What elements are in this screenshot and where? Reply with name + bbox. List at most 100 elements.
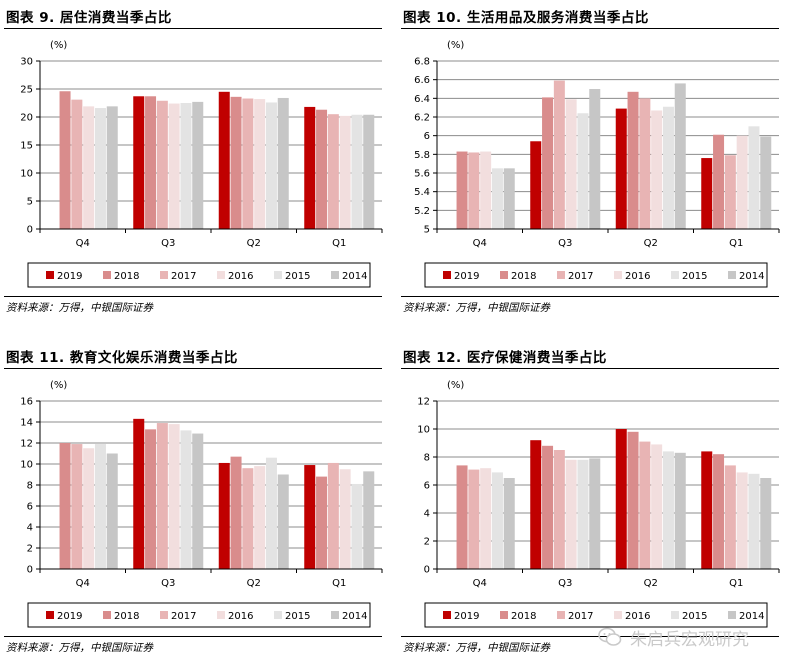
bar-2016-q1 bbox=[339, 115, 351, 229]
legend-label-2015: 2015 bbox=[682, 611, 707, 622]
bar-2017-q4 bbox=[71, 99, 83, 229]
bar-2014-q1 bbox=[760, 478, 772, 569]
y-tick-label: 6 bbox=[424, 481, 430, 492]
legend-box bbox=[424, 262, 768, 288]
bar-2014-q1 bbox=[363, 114, 375, 229]
legend-swatch-2018 bbox=[500, 271, 508, 279]
legend-swatch-2016 bbox=[614, 271, 622, 279]
y-tick-label: 4 bbox=[27, 523, 33, 534]
bar-2014-q2 bbox=[674, 83, 686, 230]
bar-2019-q2 bbox=[218, 91, 230, 229]
bar-2017-q2 bbox=[639, 441, 651, 569]
bar-2018-q2 bbox=[230, 456, 242, 569]
bar-2017-q4 bbox=[468, 152, 480, 229]
x-tick-label: Q1 bbox=[332, 578, 346, 589]
bar-2019-q3 bbox=[530, 141, 542, 229]
legend-label-2017: 2017 bbox=[568, 611, 593, 622]
legend-label-2018: 2018 bbox=[114, 271, 139, 282]
bar-2015-q4 bbox=[94, 108, 106, 229]
bar-2016-q4 bbox=[83, 106, 95, 229]
bar-2019-q1 bbox=[701, 451, 713, 569]
legend-swatch-2017 bbox=[557, 271, 565, 279]
bar-2016-q4 bbox=[83, 448, 95, 569]
y-tick-label: 4 bbox=[424, 509, 430, 520]
bar-2016-q2 bbox=[254, 466, 266, 569]
bar-2015-q2 bbox=[662, 451, 674, 569]
y-unit-label: (%) bbox=[50, 40, 67, 51]
legend-swatch-2019 bbox=[46, 611, 54, 619]
legend-label-2017: 2017 bbox=[171, 271, 196, 282]
legend-swatch-2018 bbox=[103, 611, 111, 619]
legend-label-2014: 2014 bbox=[342, 611, 367, 622]
y-unit-label: (%) bbox=[447, 40, 464, 51]
bar-2017-q2 bbox=[639, 98, 651, 229]
watermark-text: 朱启兵宏观研究 bbox=[630, 629, 749, 650]
bar-2015-q2 bbox=[662, 106, 674, 229]
bar-2014-q1 bbox=[363, 471, 375, 569]
bar-2019-q1 bbox=[304, 106, 316, 229]
legend-swatch-2014 bbox=[331, 611, 339, 619]
bar-2016-q1 bbox=[736, 135, 748, 229]
legend-label-2018: 2018 bbox=[114, 611, 139, 622]
bar-2019-q3 bbox=[530, 440, 542, 569]
chart-panel-12: 图表 12. 医疗保健消费当季占比 (%) 0 2 4 6 8 10 12 Q4 Q3 Q2 Q1 20… bbox=[397, 340, 783, 660]
y-tick-label: 6.8 bbox=[414, 57, 430, 68]
bar-chart-housing: (%) 0 5 10 15 20 25 30 Q4 Q3 Q2 Q1 2019 2018 2017 2016 2… bbox=[20, 40, 383, 288]
legend-swatch-2018 bbox=[500, 611, 508, 619]
y-unit-label: (%) bbox=[50, 380, 67, 391]
y-unit-label: (%) bbox=[447, 380, 464, 391]
bar-2014-q3 bbox=[192, 101, 204, 229]
bar-2014-q4 bbox=[503, 168, 515, 229]
bar-2018-q1 bbox=[316, 476, 328, 569]
chart-title: 图表 9. 居住消费当季占比 bbox=[6, 10, 172, 26]
bar-2015-q3 bbox=[577, 459, 589, 569]
bar-2019-q3 bbox=[133, 418, 145, 569]
y-tick-label: 5 bbox=[27, 197, 33, 208]
bar-2016-q1 bbox=[736, 472, 748, 569]
legend-swatch-2015 bbox=[274, 271, 282, 279]
legend-label-2017: 2017 bbox=[171, 611, 196, 622]
y-tick-label: 5.8 bbox=[414, 150, 430, 161]
bar-2016-q3 bbox=[168, 103, 180, 229]
legend-label-2015: 2015 bbox=[682, 271, 707, 282]
bar-2017-q2 bbox=[242, 98, 254, 230]
legend-box bbox=[424, 602, 768, 628]
legend-label-2016: 2016 bbox=[625, 271, 650, 282]
y-tick-label: 0 bbox=[27, 565, 33, 576]
legend-label-2016: 2016 bbox=[228, 271, 253, 282]
source-rule bbox=[4, 296, 382, 297]
bar-2017-q2 bbox=[242, 468, 254, 569]
bar-2019-q1 bbox=[701, 158, 713, 229]
legend-swatch-2019 bbox=[46, 271, 54, 279]
bar-2015-q4 bbox=[94, 444, 106, 569]
bar-2017-q3 bbox=[156, 423, 168, 569]
x-tick-label: Q1 bbox=[729, 238, 743, 249]
bar-2019-q3 bbox=[133, 96, 145, 229]
y-tick-label: 2 bbox=[27, 544, 33, 555]
legend-label-2019: 2019 bbox=[454, 271, 479, 282]
bar-2018-q2 bbox=[627, 431, 639, 569]
bar-2014-q4 bbox=[503, 478, 515, 569]
title-rule bbox=[4, 368, 382, 369]
bar-2018-q3 bbox=[542, 445, 554, 569]
y-tick-label: 25 bbox=[20, 85, 33, 96]
bar-2015-q1 bbox=[748, 126, 760, 229]
y-tick-label: 5 bbox=[424, 225, 430, 236]
y-tick-label: 6 bbox=[424, 131, 430, 142]
chart-title: 图表 12. 医疗保健消费当季占比 bbox=[403, 350, 607, 366]
bar-2018-q3 bbox=[145, 96, 157, 229]
legend-label-2014: 2014 bbox=[739, 271, 764, 282]
bar-2018-q4 bbox=[456, 465, 468, 569]
chart-panel-11: 图表 11. 教育文化娱乐消费当季占比 (%) 0 2 4 6 8 10 12 14 16 Q4 Q3… bbox=[0, 340, 386, 660]
legend-swatch-2015 bbox=[274, 611, 282, 619]
bar-2015-q3 bbox=[180, 430, 192, 569]
legend-label-2015: 2015 bbox=[285, 271, 310, 282]
bar-2017-q1 bbox=[724, 465, 736, 569]
bar-2015-q1 bbox=[351, 114, 363, 229]
bar-2018-q1 bbox=[713, 454, 725, 569]
bar-2019-q1 bbox=[304, 465, 316, 569]
y-tick-label: 0 bbox=[424, 565, 430, 576]
legend-swatch-2015 bbox=[671, 271, 679, 279]
legend-label-2015: 2015 bbox=[285, 611, 310, 622]
legend-swatch-2014 bbox=[728, 611, 736, 619]
